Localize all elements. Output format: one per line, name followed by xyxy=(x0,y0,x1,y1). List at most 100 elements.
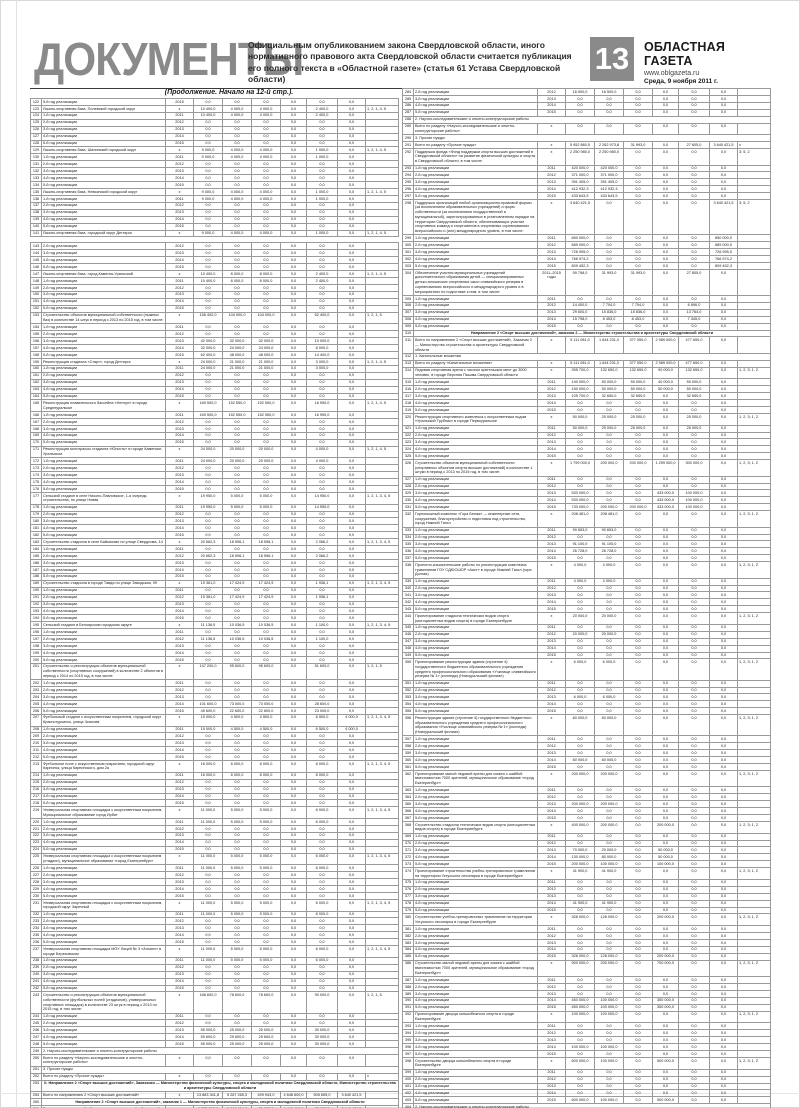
value-cell: 0,0 xyxy=(709,800,738,809)
description-cell: 2-й год реализации xyxy=(413,932,538,940)
value-cell: 0,0 xyxy=(652,623,679,632)
year-cell: 2012 xyxy=(537,431,566,440)
year-cell: 2014 xyxy=(165,977,194,986)
row-number-cell: 260 xyxy=(30,1098,42,1107)
value-cell: 26 728,0 xyxy=(565,547,595,556)
value-cell: 0,0 xyxy=(623,234,653,243)
value-cell: 2 066,2 xyxy=(306,538,338,547)
row-number-cell: 206 xyxy=(30,706,42,715)
row-number-cell: 404 xyxy=(402,1103,414,1108)
table-row: 172 1-й год реализации 2011 24 000,0 20 000,… xyxy=(30,457,399,466)
value-cell: 0,0 xyxy=(652,1010,679,1024)
value-cell: 0,0 xyxy=(565,108,595,117)
value-cell: 0,0 xyxy=(652,438,679,447)
note-cell xyxy=(737,1043,771,1052)
value-cell: 0,0 xyxy=(678,820,710,834)
year-cell: х xyxy=(165,357,194,366)
value-cell: 0,0 xyxy=(678,122,710,136)
value-cell: 4 000,0 xyxy=(251,194,281,203)
value-cell: 0,0 xyxy=(709,1036,738,1045)
year-cell: х xyxy=(537,141,566,150)
value-cell: 0,0 xyxy=(306,438,338,447)
value-cell: 0,0 xyxy=(193,655,223,664)
page-edge-line xyxy=(16,0,17,1108)
note-cell xyxy=(737,644,771,653)
value-cell: 11 000,0 xyxy=(193,818,223,826)
value-cell: 200 000,0 xyxy=(652,820,679,834)
year-cell: 2015 xyxy=(537,763,566,771)
description-cell: 1-й год реализации xyxy=(41,545,166,554)
value-cell: 0,0 xyxy=(594,839,624,848)
year-cell: 2015 xyxy=(537,814,566,822)
note-cell xyxy=(365,222,399,231)
value-cell: 0,0 xyxy=(280,524,307,533)
note-cell xyxy=(737,322,771,331)
value-cell: 4 000,0 xyxy=(251,104,281,113)
table-row: 207 Футбольный стадион с искусственным по… xyxy=(30,713,399,727)
value-cell: 0,0 xyxy=(623,489,653,498)
year-cell: 2012 xyxy=(165,464,194,473)
value-cell: 0,0 xyxy=(678,906,710,915)
value-cell: 0,0 xyxy=(623,561,653,579)
description-cell: 4-й год реализации xyxy=(41,977,166,986)
value-cell: 0,0 xyxy=(594,533,624,542)
value-cell: 0,0 xyxy=(623,630,653,639)
value-cell: 0,0 xyxy=(623,1075,653,1084)
note-cell xyxy=(737,294,771,303)
value-cell: 0,0 xyxy=(652,475,679,484)
value-cell: 0,0 xyxy=(251,831,281,840)
description-cell: 3-й год реализации xyxy=(41,739,166,748)
description-cell: 5-й год реализации xyxy=(413,192,538,201)
value-cell: 0,0 xyxy=(678,1003,710,1012)
value-cell: 0,0 xyxy=(337,1054,366,1067)
value-cell: 0,0 xyxy=(678,742,710,751)
description-cell: 1-й год реализации xyxy=(413,832,538,841)
year-cell: 2012 xyxy=(537,686,566,695)
value-cell: 0,0 xyxy=(594,814,624,822)
value-cell: 0,0 xyxy=(222,746,252,755)
value-cell: 0,0 xyxy=(251,222,281,231)
note-cell xyxy=(737,577,771,586)
value-cell: 0,0 xyxy=(337,806,366,820)
value-cell: 0,0 xyxy=(337,167,366,176)
row-number-cell: 332 xyxy=(402,510,414,528)
value-cell: 0,0 xyxy=(594,322,624,331)
value-cell: 0,0 xyxy=(193,679,223,688)
value-cell: 0,0 xyxy=(222,517,252,526)
value-cell: 30 000,0 xyxy=(306,1026,338,1035)
value-cell: 0,0 xyxy=(623,885,653,894)
row-number-cell: 400 xyxy=(402,1075,414,1084)
value-cell: 0,0 xyxy=(306,545,338,554)
table-row: 181 4-й год реализации 2014 0,0 0,0 0,0 0,0 0,0… xyxy=(30,524,399,533)
value-cell: 0,0 xyxy=(652,248,679,257)
value-cell: 9 000,0 xyxy=(193,194,223,203)
value-cell: 0,0 xyxy=(280,531,307,540)
year-cell: 2014 xyxy=(165,649,194,657)
description-cell: 3-й год реализации xyxy=(413,438,538,447)
description-cell: 1-й год реализации xyxy=(41,153,166,162)
year-cell: 2012 xyxy=(165,118,194,127)
year-cell: 2011 xyxy=(165,679,194,688)
year-cell: 2014 xyxy=(165,792,194,801)
note-cell xyxy=(365,845,399,854)
value-cell: 41 900,0 xyxy=(565,899,595,908)
description-cell: 5-й год реализации xyxy=(413,814,538,822)
table-row: 307 3-й год реализации 2013 29 600,0 15 836,… xyxy=(402,308,771,317)
value-cell: 200 000,0 xyxy=(623,503,653,512)
value-cell: 0,0 xyxy=(306,524,338,533)
note-cell xyxy=(365,139,399,148)
table-row: 125 2-й год реализации 2012 0,0 0,0 0,0 0,0 0,0… xyxy=(30,118,399,127)
year-cell: 2013 xyxy=(537,846,566,855)
year-cell: 2015 xyxy=(537,503,566,512)
row-number-cell: 211 xyxy=(30,746,42,755)
value-cell: 62 400,0 xyxy=(193,351,223,359)
value-cell: 0,0 xyxy=(306,256,338,265)
description-cell: 4-й год реализации xyxy=(41,607,166,616)
table-row: 311 Всего по направлению 2 «Спорт высших … xyxy=(402,336,771,354)
value-cell: 0,0 xyxy=(678,406,710,414)
row-number-cell: 398 xyxy=(402,1057,414,1070)
value-cell: 0,0 xyxy=(623,540,653,549)
value-cell: 11 000,0 xyxy=(193,898,223,912)
year-cell: 2011 xyxy=(165,194,194,203)
value-cell: 0,0 xyxy=(222,785,252,794)
